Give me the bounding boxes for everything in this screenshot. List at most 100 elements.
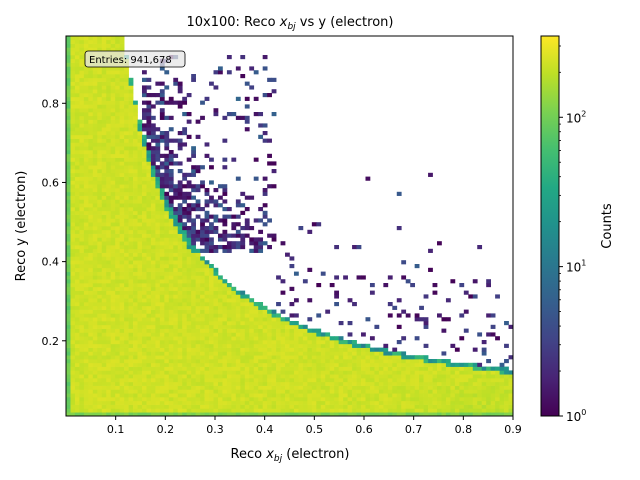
heatmap-cell (302, 340, 308, 345)
heatmap-cell (186, 286, 192, 291)
heatmap-cell (182, 305, 188, 310)
heatmap-cell (325, 340, 331, 345)
heatmap-cell (334, 245, 340, 250)
heatmap-cell (159, 336, 165, 341)
heatmap-cell (361, 412, 366, 416)
heatmap-cell (244, 218, 250, 223)
heatmap-cell (141, 389, 147, 394)
heatmap-cell (209, 340, 214, 345)
heatmap-cell (124, 112, 129, 117)
heatmap-cell (141, 112, 147, 117)
heatmap-cell (244, 104, 250, 109)
heatmap-cell (74, 260, 80, 265)
heatmap-cell (204, 283, 210, 288)
heatmap-cell (128, 184, 134, 189)
heatmap-cell (106, 317, 112, 322)
heatmap-cell (231, 324, 237, 329)
heatmap-cell (168, 252, 174, 257)
heatmap-cell (191, 260, 196, 265)
heatmap-cell (141, 260, 147, 265)
heatmap-cell (209, 222, 214, 227)
heatmap-cell (262, 55, 268, 60)
heatmap-cell (88, 393, 94, 398)
heatmap-cell (133, 180, 138, 185)
heatmap-cell (150, 412, 156, 416)
heatmap-cell (226, 362, 232, 367)
heatmap-cell (325, 374, 331, 379)
heatmap-cell (168, 161, 174, 166)
heatmap-cell (499, 397, 505, 402)
heatmap-cell (119, 89, 125, 94)
heatmap-cell (182, 241, 188, 246)
heatmap-cell (182, 275, 188, 280)
heatmap-cell (302, 351, 308, 356)
heatmap-cell (267, 397, 272, 402)
heatmap-cell (352, 366, 357, 371)
heatmap-cell (240, 332, 246, 337)
heatmap-cell (110, 195, 116, 200)
heatmap-cell (110, 191, 116, 196)
heatmap-cell (334, 378, 340, 383)
heatmap-cell (79, 404, 85, 409)
heatmap-cell (74, 47, 80, 52)
y-axis: 0.20.40.60.8 (42, 97, 66, 348)
heatmap-cell (110, 161, 116, 166)
heatmap-cell (249, 362, 255, 367)
heatmap-cell (168, 324, 174, 329)
heatmap-cell (325, 393, 331, 398)
heatmap-cell (97, 108, 103, 113)
heatmap-cell (79, 96, 85, 101)
heatmap-cell (110, 169, 116, 174)
heatmap-cell (490, 397, 496, 402)
heatmap-cell (182, 237, 188, 242)
heatmap-cell (307, 404, 313, 409)
heatmap-cell (298, 374, 304, 379)
heatmap-cell (486, 385, 491, 390)
heatmap-cell (141, 370, 147, 375)
heatmap-cell (405, 381, 411, 386)
heatmap-cell (150, 150, 156, 155)
heatmap-cell (204, 298, 210, 303)
heatmap-cell (191, 385, 196, 390)
heatmap-cell (88, 222, 94, 227)
heatmap-cell (70, 332, 76, 337)
heatmap-cell (405, 412, 411, 416)
heatmap-cell (186, 245, 192, 250)
heatmap-cell (378, 355, 384, 360)
heatmap-cell (213, 393, 219, 398)
heatmap-cell (267, 233, 272, 238)
heatmap-cell (79, 180, 85, 185)
heatmap-cell (445, 385, 451, 390)
heatmap-cell (262, 381, 268, 386)
heatmap-cell (124, 393, 129, 398)
heatmap-cell (150, 222, 156, 227)
heatmap-cell (66, 134, 71, 139)
heatmap-cell (289, 362, 295, 367)
heatmap-cell (79, 279, 85, 284)
heatmap-cell (182, 324, 188, 329)
heatmap-cell (240, 404, 246, 409)
heatmap-cell (88, 302, 94, 307)
heatmap-cell (101, 362, 107, 367)
heatmap-cell (137, 290, 143, 295)
heatmap-cell (128, 294, 134, 299)
heatmap-cell (133, 218, 138, 223)
heatmap-cell (276, 324, 281, 329)
heatmap-cell (88, 43, 94, 48)
heatmap-cell (70, 188, 76, 193)
heatmap-cell (307, 343, 313, 348)
heatmap-cell (83, 302, 89, 307)
heatmap-cell (168, 313, 174, 318)
heatmap-cell (66, 260, 71, 265)
heatmap-cell (106, 229, 112, 234)
heatmap-cell (267, 359, 272, 364)
heatmap-cell (115, 404, 120, 409)
heatmap-cell (128, 321, 134, 326)
heatmap-cell (133, 313, 138, 318)
heatmap-cell (365, 317, 371, 322)
heatmap-cell (177, 180, 183, 185)
heatmap-cell (133, 271, 138, 276)
heatmap-cell (173, 343, 179, 348)
heatmap-cell (92, 153, 98, 158)
heatmap-cell (472, 362, 478, 367)
